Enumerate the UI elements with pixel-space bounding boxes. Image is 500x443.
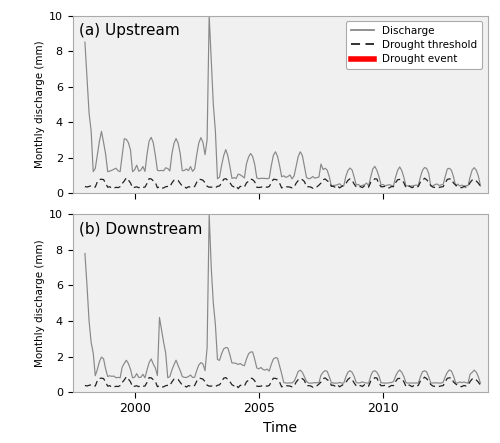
Text: (b) Downstream: (b) Downstream	[78, 222, 202, 237]
X-axis label: Time: Time	[263, 421, 297, 435]
Legend: Discharge, Drought threshold, Drought event: Discharge, Drought threshold, Drought ev…	[346, 21, 482, 70]
Y-axis label: Monthly discharge (mm): Monthly discharge (mm)	[34, 40, 44, 168]
Text: (a) Upstream: (a) Upstream	[78, 23, 180, 38]
Y-axis label: Monthly discharge (mm): Monthly discharge (mm)	[34, 239, 44, 367]
